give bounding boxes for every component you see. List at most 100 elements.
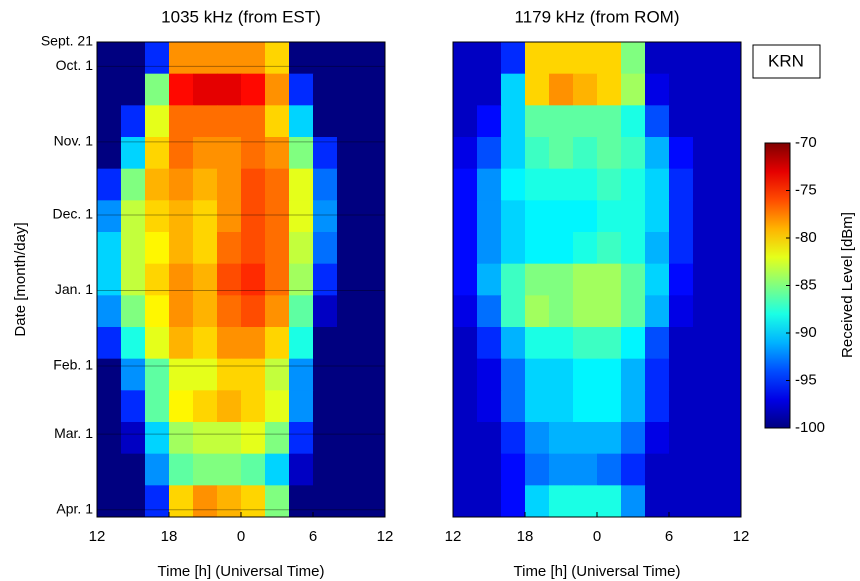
heat-cell — [169, 42, 194, 75]
heat-cell — [717, 263, 742, 296]
heat-cell — [525, 73, 550, 106]
heat-cell — [241, 42, 266, 75]
x-tick-label: 12 — [89, 528, 106, 545]
heat-cell — [573, 42, 598, 75]
heat-cell — [573, 422, 598, 455]
heat-cell — [597, 232, 622, 265]
heat-cell — [645, 327, 670, 360]
heat-cell — [669, 453, 694, 486]
heat-cell — [501, 263, 526, 296]
heat-cell — [241, 168, 266, 201]
heat-cell — [121, 422, 146, 455]
x-tick-label: 12 — [445, 528, 462, 545]
heat-cell — [337, 358, 362, 391]
heat-cell — [145, 42, 170, 75]
heat-cell — [97, 295, 122, 328]
heat-cell — [621, 358, 646, 391]
heat-cell — [597, 105, 622, 138]
heat-cell — [717, 358, 742, 391]
heat-cell — [337, 73, 362, 106]
heat-cell — [121, 390, 146, 423]
heat-cell — [477, 200, 502, 233]
heat-cell — [597, 295, 622, 328]
heat-cell — [145, 453, 170, 486]
heat-cell — [525, 42, 550, 75]
colorbar-tick-label: -75 — [795, 181, 817, 198]
heat-cell — [265, 73, 290, 106]
heat-cell — [477, 73, 502, 106]
heat-cell — [97, 485, 122, 518]
heat-cell — [193, 42, 218, 75]
heat-cell — [645, 73, 670, 106]
heat-cell — [525, 137, 550, 170]
heat-cell — [621, 295, 646, 328]
heat-cell — [525, 263, 550, 296]
heat-cell — [241, 485, 266, 518]
heat-cell — [217, 327, 242, 360]
heat-cell — [361, 73, 386, 106]
heat-cell — [361, 422, 386, 455]
annotation-box — [752, 44, 821, 79]
heat-cell — [97, 73, 122, 106]
heat-cell — [645, 422, 670, 455]
heat-cell — [717, 232, 742, 265]
heat-cell — [97, 232, 122, 265]
heat-cell — [337, 137, 362, 170]
heat-cell — [645, 200, 670, 233]
heat-cell — [361, 453, 386, 486]
heat-cell — [289, 232, 314, 265]
heat-cell — [313, 390, 338, 423]
heat-cell — [241, 232, 266, 265]
heat-cell — [97, 168, 122, 201]
panel-title: 1179 kHz (from ROM) — [515, 7, 680, 26]
heat-cell — [145, 390, 170, 423]
heat-cell — [361, 232, 386, 265]
heat-cell — [645, 295, 670, 328]
heat-cell — [193, 137, 218, 170]
heat-cell — [361, 200, 386, 233]
heat-cell — [121, 358, 146, 391]
heat-cell — [501, 73, 526, 106]
colorbar-label: Received Level [dBm] — [839, 212, 856, 358]
heat-cell — [717, 137, 742, 170]
heat-cell — [121, 295, 146, 328]
heat-cell — [217, 232, 242, 265]
heat-cell — [693, 327, 718, 360]
heat-cell — [145, 485, 170, 518]
heat-cell — [193, 168, 218, 201]
heat-cell — [693, 263, 718, 296]
heat-cell — [241, 453, 266, 486]
heat-cell — [453, 200, 478, 233]
heat-cell — [645, 137, 670, 170]
heat-cell — [693, 168, 718, 201]
heat-cell — [717, 390, 742, 423]
heat-cell — [501, 422, 526, 455]
heat-cell — [145, 358, 170, 391]
x-tick-label: 12 — [733, 528, 750, 545]
heat-cell — [97, 422, 122, 455]
heat-cell — [453, 485, 478, 518]
heat-cell — [549, 422, 574, 455]
heat-cell — [453, 453, 478, 486]
colorbar-tick-label: -95 — [795, 371, 817, 388]
heat-cell — [361, 137, 386, 170]
heat-cell — [193, 232, 218, 265]
heat-cell — [669, 327, 694, 360]
y-tick-label: Feb. 1 — [53, 357, 93, 373]
heat-cell — [169, 73, 194, 106]
heat-cell — [361, 105, 386, 138]
heat-cell — [477, 327, 502, 360]
y-tick-label: Oct. 1 — [56, 57, 94, 73]
colorbar-tick-label: -85 — [795, 276, 817, 293]
heat-cell — [193, 263, 218, 296]
heat-cell — [361, 263, 386, 296]
heat-cell — [501, 232, 526, 265]
heat-cell — [573, 168, 598, 201]
plot-frame — [96, 41, 386, 518]
heat-cell — [313, 137, 338, 170]
heat-cell — [121, 485, 146, 518]
heat-cell — [669, 137, 694, 170]
heat-cell — [453, 390, 478, 423]
heat-cell — [337, 453, 362, 486]
